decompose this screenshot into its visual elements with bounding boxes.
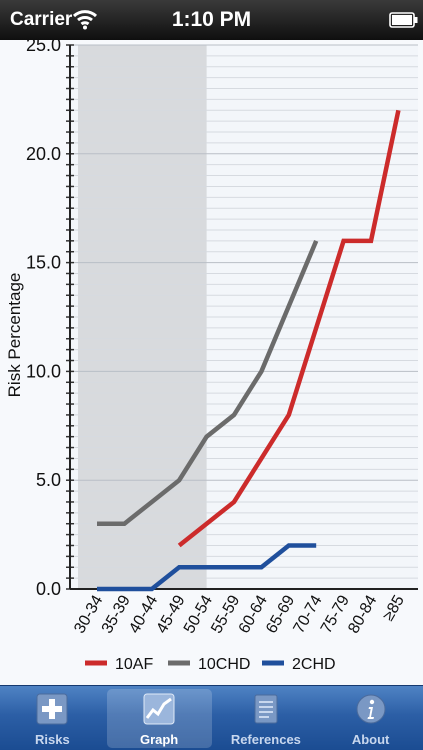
- info-icon: [356, 694, 386, 724]
- tab-references[interactable]: References: [214, 686, 319, 750]
- tab-risks[interactable]: Risks: [0, 686, 105, 750]
- series-line-10chd: [97, 239, 319, 526]
- y-axis-label: Risk Percentage: [5, 273, 24, 398]
- x-tick-label: 80-84: [345, 592, 380, 636]
- battery-icon: [389, 12, 418, 28]
- y-tick-label: 20.0: [26, 144, 61, 164]
- y-tick-label: 25.0: [26, 40, 61, 55]
- tab-risks-label: Risks: [35, 732, 70, 747]
- y-tick-label: 10.0: [26, 361, 61, 381]
- line-graph-icon: [143, 693, 175, 725]
- chart-legend: 10AF 10CHD 2CHD: [85, 656, 336, 673]
- clock: 1:10 PM: [171, 8, 252, 31]
- tab-about-label: About: [351, 732, 390, 747]
- tab-about[interactable]: About: [318, 686, 423, 750]
- y-tick-label: 5.0: [36, 470, 61, 490]
- series-line-10af: [177, 109, 401, 548]
- carrier-label: Carrier: [10, 9, 73, 30]
- graph-area: 0.0 5.0 10.0 15.0 20.0 25.0 Risk Percentage 30-…: [0, 40, 423, 685]
- plus-icon: [36, 693, 68, 725]
- y-tick-label: 15.0: [26, 253, 61, 273]
- tab-graph-label: Graph: [139, 732, 179, 747]
- tab-bar: Risks Graph References About: [0, 685, 423, 750]
- x-tick-label: ≥85: [380, 592, 408, 624]
- status-bar: Carrier 1:10 PM: [0, 0, 423, 40]
- document-icon: [254, 694, 278, 724]
- tab-graph[interactable]: Graph: [106, 689, 212, 748]
- y-tick-label: 0.0: [36, 579, 61, 599]
- series-line-2chd: [97, 543, 317, 592]
- legend-label-2chd: 2CHD: [292, 656, 336, 673]
- chart-series: [97, 109, 401, 592]
- legend-label-10af: 10AF: [115, 656, 153, 673]
- wifi-icon: [72, 10, 98, 30]
- legend-label-10chd: 10CHD: [198, 656, 250, 673]
- tab-references-label: References: [230, 732, 301, 747]
